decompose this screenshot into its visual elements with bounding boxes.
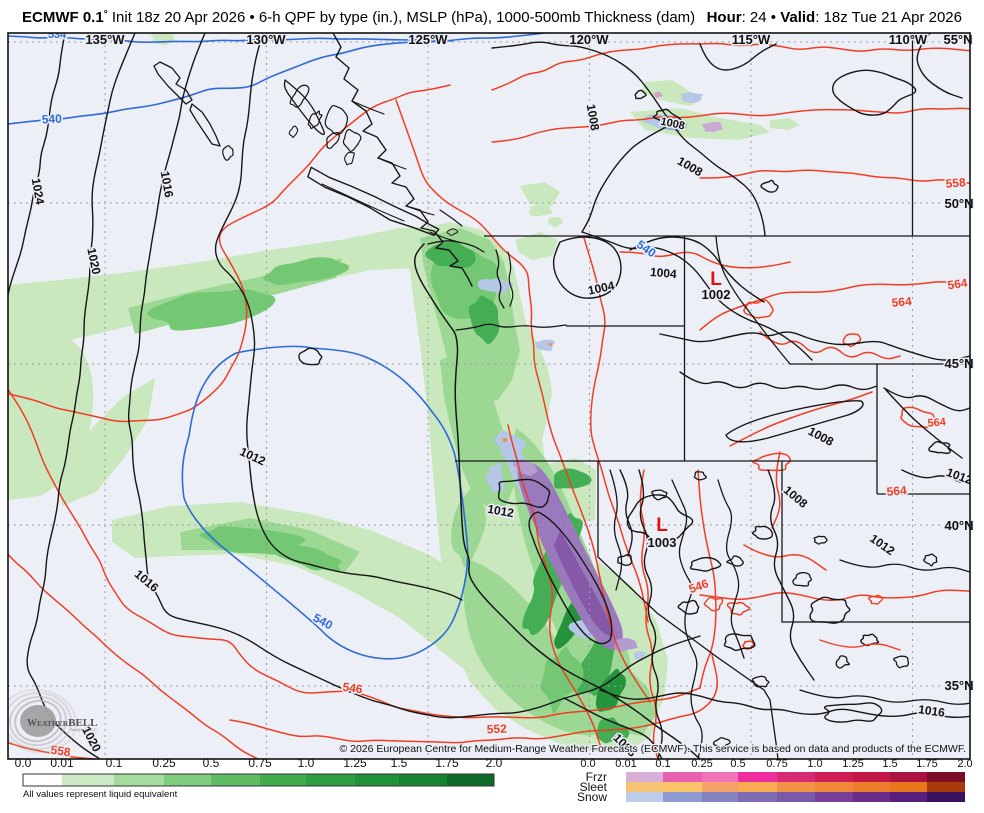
svg-text:1.0: 1.0 bbox=[807, 758, 822, 770]
svg-text:2.0: 2.0 bbox=[486, 756, 503, 770]
svg-text:0.1: 0.1 bbox=[655, 758, 670, 770]
svg-text:564: 564 bbox=[891, 294, 912, 310]
svg-text:0.75: 0.75 bbox=[248, 756, 272, 770]
svg-text:55°N: 55°N bbox=[943, 32, 972, 47]
svg-text:1.25: 1.25 bbox=[842, 758, 863, 770]
svg-text:0.25: 0.25 bbox=[152, 756, 176, 770]
svg-text:Frzr: Frzr bbox=[586, 770, 607, 784]
svg-text:Sleet: Sleet bbox=[580, 780, 608, 794]
svg-text:1016: 1016 bbox=[917, 702, 946, 720]
svg-text:ECMWF 0.1° Init 18z 20 Apr 202: ECMWF 0.1° Init 18z 20 Apr 2026 • 6-h QP… bbox=[22, 9, 695, 27]
svg-text:L: L bbox=[656, 515, 668, 536]
svg-text:Snow: Snow bbox=[577, 790, 607, 804]
svg-text:1008: 1008 bbox=[584, 103, 602, 132]
svg-text:1.75: 1.75 bbox=[916, 758, 937, 770]
svg-text:L: L bbox=[710, 269, 722, 290]
svg-text:1.75: 1.75 bbox=[435, 756, 459, 770]
svg-text:115°W: 115°W bbox=[732, 32, 771, 47]
svg-text:45°N: 45°N bbox=[944, 356, 973, 371]
svg-text:130°W: 130°W bbox=[246, 32, 286, 47]
svg-text:1.5: 1.5 bbox=[391, 756, 408, 770]
svg-text:540: 540 bbox=[41, 111, 62, 126]
svg-text:534: 534 bbox=[48, 29, 67, 41]
svg-text:558: 558 bbox=[945, 175, 966, 191]
svg-text:1.5: 1.5 bbox=[882, 758, 897, 770]
svg-text:Hour: 24 • Valid: 18z Tue 21 A: Hour: 24 • Valid: 18z Tue 21 Apr 2026 bbox=[707, 9, 962, 26]
svg-text:564: 564 bbox=[947, 276, 969, 293]
svg-text:564: 564 bbox=[886, 483, 907, 499]
svg-text:40°N: 40°N bbox=[944, 518, 973, 533]
svg-text:0.75: 0.75 bbox=[766, 758, 787, 770]
svg-text:1016: 1016 bbox=[158, 170, 176, 199]
svg-text:0.1: 0.1 bbox=[106, 756, 123, 770]
svg-text:Analytics LLC: Analytics LLC bbox=[70, 727, 97, 732]
svg-text:1002: 1002 bbox=[702, 287, 731, 302]
svg-text:1.25: 1.25 bbox=[343, 756, 367, 770]
svg-text:110°W: 110°W bbox=[889, 32, 928, 47]
svg-text:135°W: 135°W bbox=[85, 32, 125, 47]
svg-text:558: 558 bbox=[50, 743, 72, 760]
svg-text:All values represent liquid eq: All values represent liquid equivalent bbox=[23, 789, 178, 800]
svg-text:120°W: 120°W bbox=[569, 32, 609, 47]
svg-text:1003: 1003 bbox=[648, 535, 677, 550]
svg-text:1024: 1024 bbox=[29, 177, 47, 206]
svg-text:0.5: 0.5 bbox=[730, 758, 745, 770]
svg-text:1.0: 1.0 bbox=[298, 756, 315, 770]
svg-text:0.5: 0.5 bbox=[203, 756, 220, 770]
svg-text:0.0: 0.0 bbox=[580, 758, 595, 770]
svg-text:© 2026 European Centre for Med: © 2026 European Centre for Medium-Range … bbox=[339, 743, 966, 755]
svg-text:546: 546 bbox=[342, 680, 364, 697]
svg-text:552: 552 bbox=[486, 721, 507, 736]
svg-text:1004: 1004 bbox=[649, 265, 677, 281]
svg-text:0.0: 0.0 bbox=[15, 756, 32, 770]
svg-text:1012: 1012 bbox=[486, 502, 515, 520]
svg-text:0.01: 0.01 bbox=[615, 758, 636, 770]
svg-text:35°N: 35°N bbox=[944, 678, 973, 693]
svg-text:2.0: 2.0 bbox=[957, 758, 972, 770]
svg-text:WEATHERBELL: WEATHERBELL bbox=[27, 717, 97, 729]
svg-text:50°N: 50°N bbox=[944, 196, 973, 211]
svg-text:0.25: 0.25 bbox=[691, 758, 712, 770]
svg-text:0.01: 0.01 bbox=[50, 756, 74, 770]
svg-text:125°W: 125°W bbox=[408, 32, 448, 47]
svg-text:564: 564 bbox=[927, 416, 947, 430]
